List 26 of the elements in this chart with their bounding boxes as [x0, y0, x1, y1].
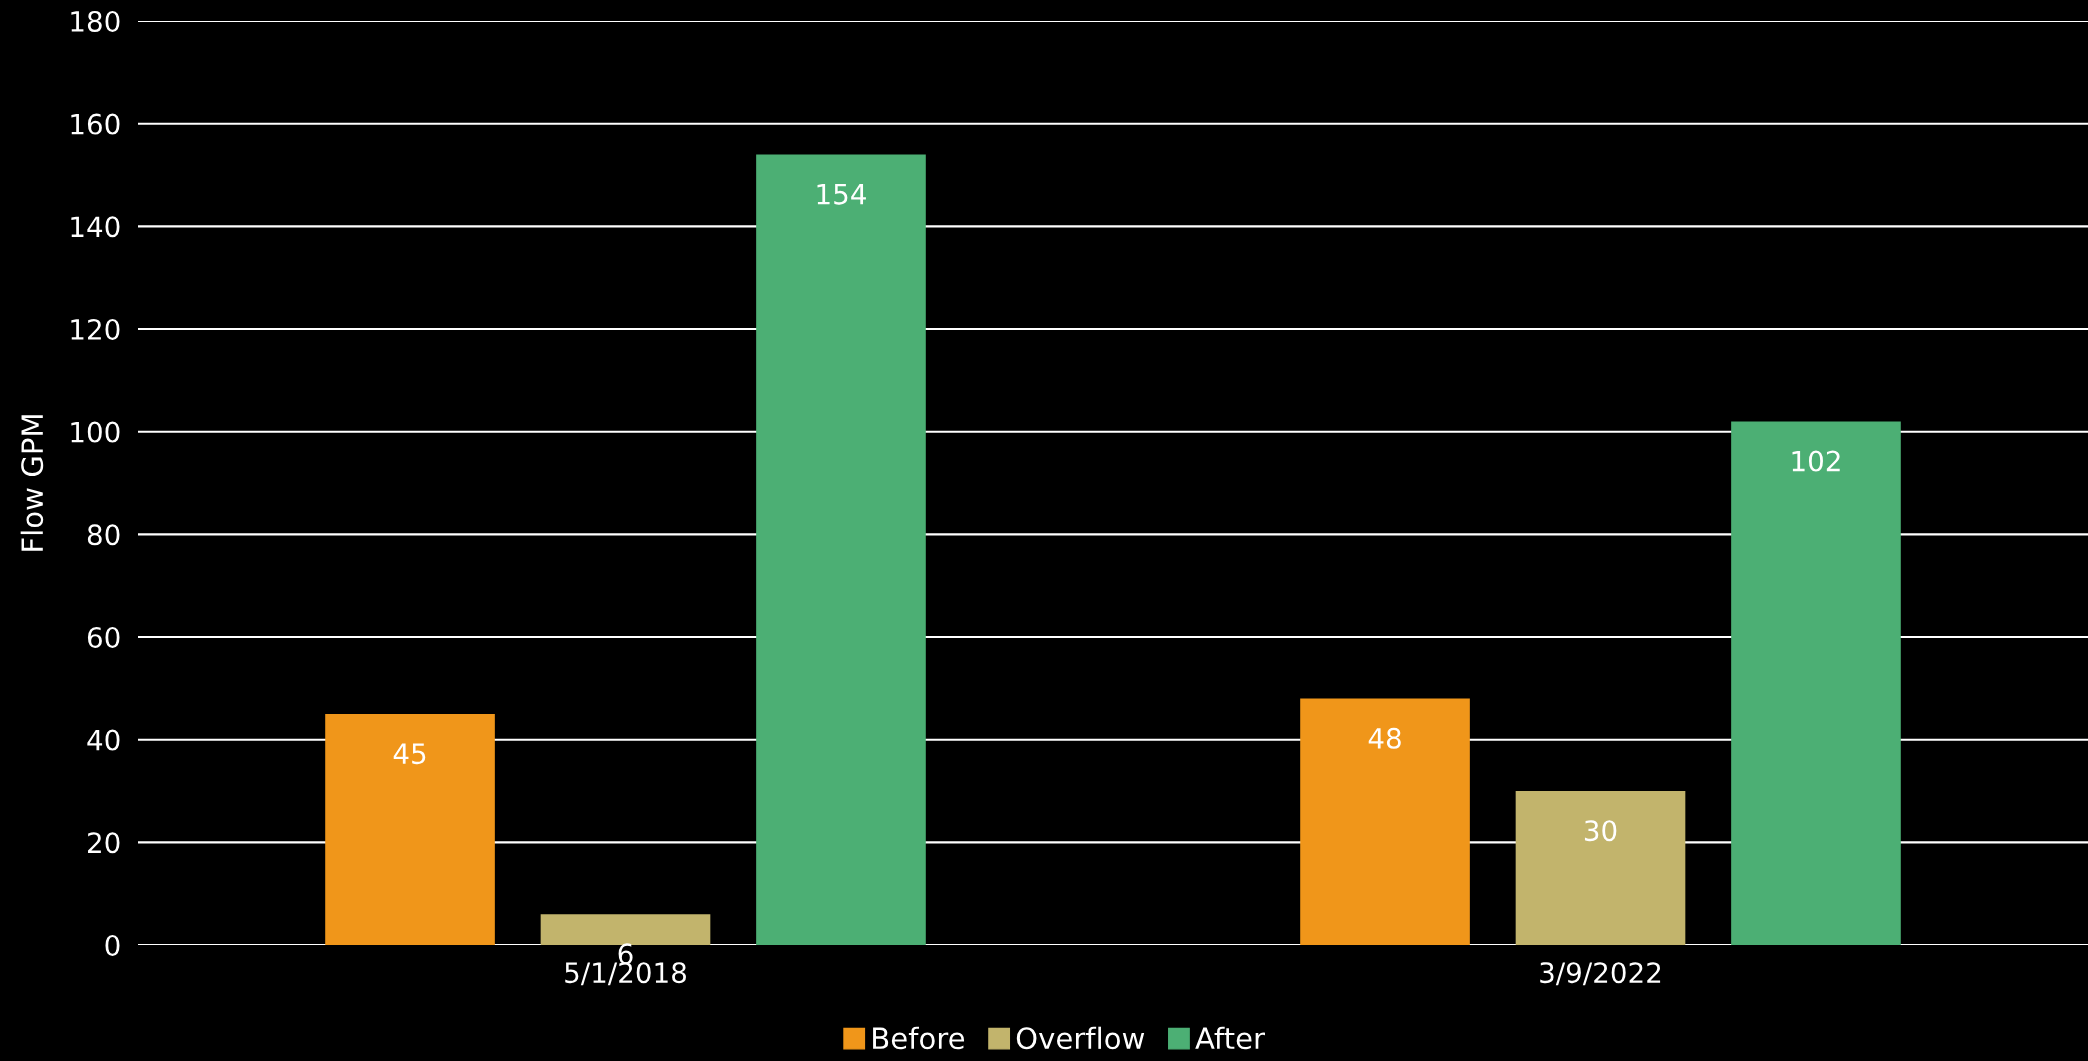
y-tick-label: 0 [105, 934, 120, 956]
bar [325, 714, 495, 945]
data-label: 48 [1368, 727, 1401, 749]
data-label: 102 [1792, 450, 1840, 472]
y-tick-label: 100 [71, 421, 120, 443]
y-tick-label: 60 [87, 626, 120, 648]
y-tick-label: 140 [71, 216, 120, 238]
data-label: 30 [1584, 820, 1617, 842]
bar [540, 914, 711, 945]
y-tick-label: 40 [87, 729, 120, 751]
bar [756, 154, 926, 945]
data-label: 45 [393, 743, 426, 765]
x-tick-label: 3/9/2022 [1540, 962, 1661, 986]
bar [1300, 698, 1470, 945]
legend-label: Overflow [1016, 1026, 1145, 1050]
legend-label: After [1195, 1026, 1266, 1050]
bar [1731, 421, 1901, 945]
data-label: 154 [817, 183, 866, 205]
y-tick-label: 20 [88, 832, 120, 854]
y-tick-label: 120 [71, 318, 120, 340]
y-tick-label: 80 [87, 524, 120, 546]
legend-label: Before [873, 1026, 965, 1050]
y-tick-label: 160 [71, 113, 120, 135]
y-axis-title: Flow GPM [20, 415, 44, 551]
y-tick-label: 180 [71, 10, 120, 32]
bar [1515, 791, 1686, 945]
